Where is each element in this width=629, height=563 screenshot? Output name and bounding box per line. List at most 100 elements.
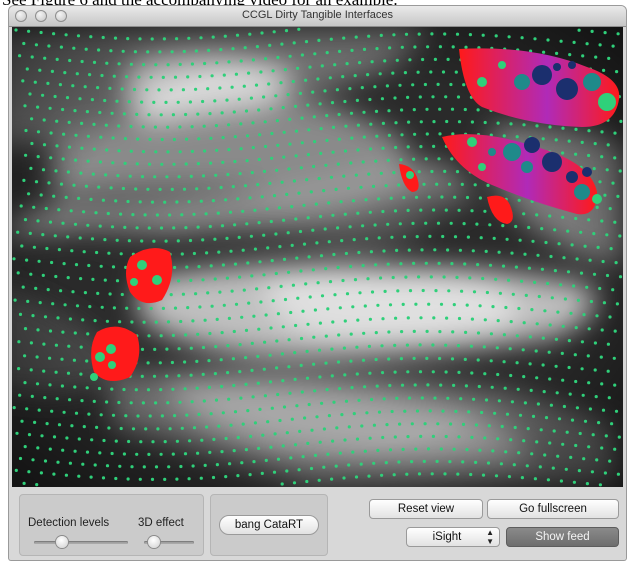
grid-dot (121, 186, 125, 191)
grid-dot (406, 145, 410, 149)
blob-left-lower (91, 326, 140, 381)
grid-dot (39, 471, 43, 475)
bang-catart-button[interactable]: bang CataRT (219, 515, 319, 535)
grid-dot (92, 399, 96, 403)
grid-dot (332, 252, 336, 257)
grid-dot (297, 468, 301, 472)
grid-dot (96, 86, 100, 90)
grid-dot (280, 352, 284, 356)
grid-dot (245, 134, 250, 138)
grid-dot (305, 178, 309, 182)
grid-dot (449, 82, 453, 87)
grid-dot (110, 111, 114, 115)
grid-dot (437, 261, 441, 265)
grid-dot (288, 54, 292, 58)
reset-view-button[interactable]: Reset view (369, 499, 483, 519)
3d-effect-slider-knob[interactable] (148, 536, 160, 548)
grid-dot (417, 32, 421, 36)
grid-dot (410, 460, 414, 464)
grid-dot (442, 275, 446, 279)
grid-dot (467, 410, 471, 414)
grid-dot (138, 37, 142, 41)
grid-dot (41, 93, 45, 97)
grid-dot (250, 171, 254, 175)
grid-dot (238, 370, 242, 374)
grid-dot (20, 419, 24, 423)
grid-dot (605, 168, 609, 172)
grid-dot (282, 257, 287, 261)
grid-dot (522, 439, 526, 443)
grid-dot (358, 61, 362, 65)
grid-dot (109, 49, 113, 53)
grid-dot (60, 357, 64, 361)
grid-dot (325, 51, 329, 55)
grid-dot (177, 175, 181, 179)
grid-dot (48, 356, 52, 360)
grid-dot (478, 448, 482, 452)
detection-levels-track[interactable] (34, 541, 128, 544)
zoom-window-icon[interactable] (55, 10, 67, 22)
grid-dot (306, 441, 310, 445)
grid-dot (368, 371, 372, 375)
grid-dot (595, 314, 599, 318)
grid-dot (105, 148, 109, 152)
3d-effect-track[interactable] (144, 541, 194, 544)
grid-dot (250, 341, 254, 345)
grid-dot (30, 55, 34, 59)
show-feed-button[interactable]: Show feed (506, 527, 619, 547)
grid-dot (250, 274, 254, 278)
minimize-window-icon[interactable] (35, 10, 47, 22)
grid-dot (292, 481, 297, 485)
grid-dot (196, 451, 200, 455)
grid-dot (48, 447, 52, 451)
grid-dot (119, 212, 123, 216)
grid-dot (56, 316, 60, 320)
grid-dot (111, 265, 116, 269)
grid-dot (17, 367, 21, 371)
grid-dot (215, 317, 219, 321)
grid-dot (352, 238, 356, 242)
close-window-icon[interactable] (15, 10, 27, 22)
grid-dot (225, 276, 229, 280)
grid-dot (25, 67, 29, 71)
grid-dot (418, 95, 422, 99)
grid-dot (151, 440, 155, 444)
grid-dot (221, 263, 225, 267)
grid-dot (414, 195, 419, 199)
grid-dot (406, 435, 410, 439)
camera-source-select[interactable]: iSight ▲ ▼ (406, 527, 500, 547)
grid-dot (154, 63, 158, 67)
grid-dot (166, 63, 170, 67)
grid-dot (354, 475, 359, 479)
grid-dot (611, 288, 615, 292)
go-fullscreen-button[interactable]: Go fullscreen (487, 499, 619, 519)
grid-dot (439, 447, 443, 451)
grid-dot (498, 291, 502, 295)
grid-dot (530, 308, 534, 312)
grid-dot (294, 154, 298, 158)
grid-dot (560, 351, 564, 355)
grid-dot (79, 277, 83, 281)
grid-dot (172, 137, 176, 142)
detection-levels-slider-knob[interactable] (56, 536, 69, 548)
grid-dot (281, 379, 285, 383)
grid-dot (251, 146, 255, 150)
grid-dot (446, 248, 450, 252)
grid-dot (592, 272, 597, 276)
grid-dot (329, 37, 333, 41)
grid-dot (482, 345, 486, 349)
grid-dot (79, 372, 83, 376)
grid-dot (107, 251, 111, 255)
grid-dot (300, 116, 304, 120)
grid-dot (318, 321, 322, 325)
grid-dot (616, 472, 621, 476)
grid-dot (115, 238, 119, 242)
grid-dot (318, 440, 322, 444)
grid-dot (153, 175, 157, 179)
grid-dot (150, 37, 154, 41)
grid-dot (194, 87, 198, 91)
camera-feed-view[interactable] (12, 27, 623, 487)
grid-dot (520, 476, 524, 480)
grid-dot (168, 427, 172, 431)
grid-dot (190, 149, 194, 153)
